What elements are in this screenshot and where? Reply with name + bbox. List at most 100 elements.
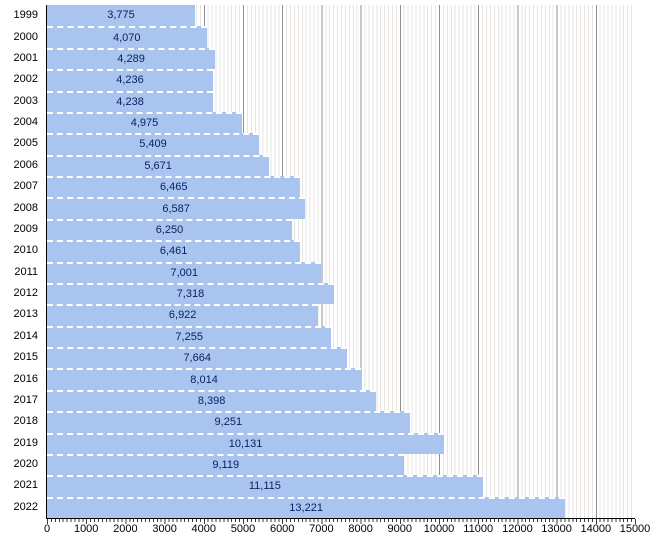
bar-value-label: 9,251: [214, 416, 243, 429]
bar-row: 13,221: [47, 496, 635, 518]
year-label: 2009: [13, 222, 38, 235]
bar: 7,001: [47, 261, 322, 283]
year-label: 2004: [13, 116, 38, 129]
bar: 6,587: [47, 197, 306, 219]
bar-value-label: 6,922: [168, 309, 197, 322]
bar-row: 6,922: [47, 304, 635, 326]
plot-area: 3,775 4,070 4,289 4,236 4,238 4,975 5,409 5,671…: [46, 5, 635, 519]
x-tick-label: 5000: [230, 523, 256, 535]
bar-row: 7,255: [47, 325, 635, 347]
bar-value-label: 7,255: [175, 330, 203, 343]
bar-row: 8,014: [47, 368, 635, 390]
x-tick-label: 12000: [502, 523, 533, 535]
bar: 3,775: [47, 5, 195, 27]
bar-value-label: 10,131: [228, 437, 263, 450]
bar-value-label: 4,289: [117, 52, 145, 65]
bar: 7,255: [47, 325, 332, 347]
x-tick-label: 2000: [113, 523, 138, 535]
bar: 4,236: [47, 69, 214, 91]
bar-value-label: 4,238: [116, 95, 144, 108]
bar-value-label: 9,119: [212, 459, 240, 472]
bar-value-label: 6,461: [159, 245, 188, 258]
x-tick-label: 0: [43, 523, 51, 535]
bar: 7,318: [47, 282, 334, 305]
bar-row: 5,671: [47, 154, 635, 176]
bar-row: 6,250: [47, 218, 635, 241]
bar-value-label: 13,221: [289, 501, 323, 514]
x-tick-label: 13000: [541, 523, 572, 535]
bar-value-label: 6,250: [155, 223, 184, 236]
bar-row: 7,318: [47, 282, 635, 305]
bar: 11,115: [47, 475, 483, 497]
bar-value-label: 7,001: [170, 266, 198, 279]
x-tick-label: 8000: [348, 523, 373, 535]
bar-value-label: 7,318: [176, 288, 205, 301]
bar-row: 4,238: [47, 90, 635, 112]
bar-row: 4,070: [47, 26, 635, 48]
year-label: 2003: [13, 94, 38, 107]
bar-row: 9,119: [47, 453, 635, 476]
bar-row: 4,289: [47, 47, 635, 70]
x-tick-label: 11000: [463, 523, 494, 535]
bar-row: 9,251: [47, 411, 635, 433]
bar-row: 6,587: [47, 197, 635, 219]
bar: 5,671: [47, 154, 270, 176]
bar-row: 8,398: [47, 389, 635, 412]
year-label: 2002: [13, 73, 38, 86]
bar-value-label: 7,664: [183, 352, 211, 365]
year-label: 2011: [14, 265, 38, 278]
y-axis-year-labels: 1999 2000 2001 2002 2003 2004 2005 2006 2007 2008…: [0, 5, 38, 518]
bar: 4,289: [47, 47, 216, 70]
x-tick-label: 14000: [580, 523, 612, 535]
bar: 4,070: [47, 26, 207, 48]
x-tick-label: 1000: [73, 523, 99, 535]
year-label: 2020: [13, 458, 38, 471]
x-tick-label: 10000: [423, 523, 455, 535]
x-tick-label: 9000: [387, 523, 413, 535]
bar: 4,238: [47, 90, 214, 112]
bar: 10,131: [47, 432, 445, 454]
bar-value-label: 8,398: [197, 394, 226, 407]
bar: 6,250: [47, 218, 292, 241]
bar-row: 7,001: [47, 261, 635, 283]
bar: 6,461: [47, 240, 301, 262]
bar-value-label: 4,236: [116, 74, 144, 87]
bar: 8,014: [47, 368, 362, 390]
bar-row: 10,131: [47, 432, 635, 454]
bar: 7,664: [47, 347, 348, 369]
bar: 5,409: [47, 133, 260, 155]
year-label: 2021: [13, 479, 38, 492]
bar-value-label: 6,587: [162, 202, 190, 215]
bar-row: 6,465: [47, 176, 635, 198]
year-label: 2015: [13, 351, 38, 364]
year-label: 2005: [13, 137, 38, 150]
bar: 13,221: [47, 496, 566, 518]
year-label: 2019: [13, 436, 38, 449]
bar-row: 4,236: [47, 69, 635, 91]
year-label: 2022: [13, 500, 38, 513]
year-label: 2010: [13, 244, 38, 257]
x-tick-label: 3000: [152, 523, 177, 535]
x-axis-tick-labels: 0 1000 2000 3000 4000 5000 6000 7000 8000 9000 100…: [43, 523, 650, 536]
year-label: 2008: [13, 201, 38, 214]
x-tick-label: 7000: [309, 523, 334, 535]
bar: 8,398: [47, 389, 377, 412]
year-label: 2014: [13, 329, 38, 342]
bar-value-label: 5,671: [144, 159, 172, 172]
x-tick-label: 15000: [619, 523, 650, 535]
bar-value-label: 4,070: [113, 31, 141, 44]
bar-value-label: 6,465: [159, 181, 188, 194]
bar: 9,251: [47, 411, 410, 433]
year-label: 1999: [13, 9, 38, 22]
bar: 9,119: [47, 453, 405, 476]
bar: 6,465: [47, 176, 301, 198]
bar-row: 5,409: [47, 133, 635, 155]
year-label: 2001: [13, 51, 38, 64]
bar: 4,975: [47, 111, 243, 134]
year-label: 2012: [13, 287, 38, 300]
year-label: 2000: [13, 30, 38, 43]
year-label: 2016: [13, 372, 38, 385]
bar-value-label: 8,014: [190, 373, 218, 386]
x-axis-major-ticks: [47, 519, 636, 524]
